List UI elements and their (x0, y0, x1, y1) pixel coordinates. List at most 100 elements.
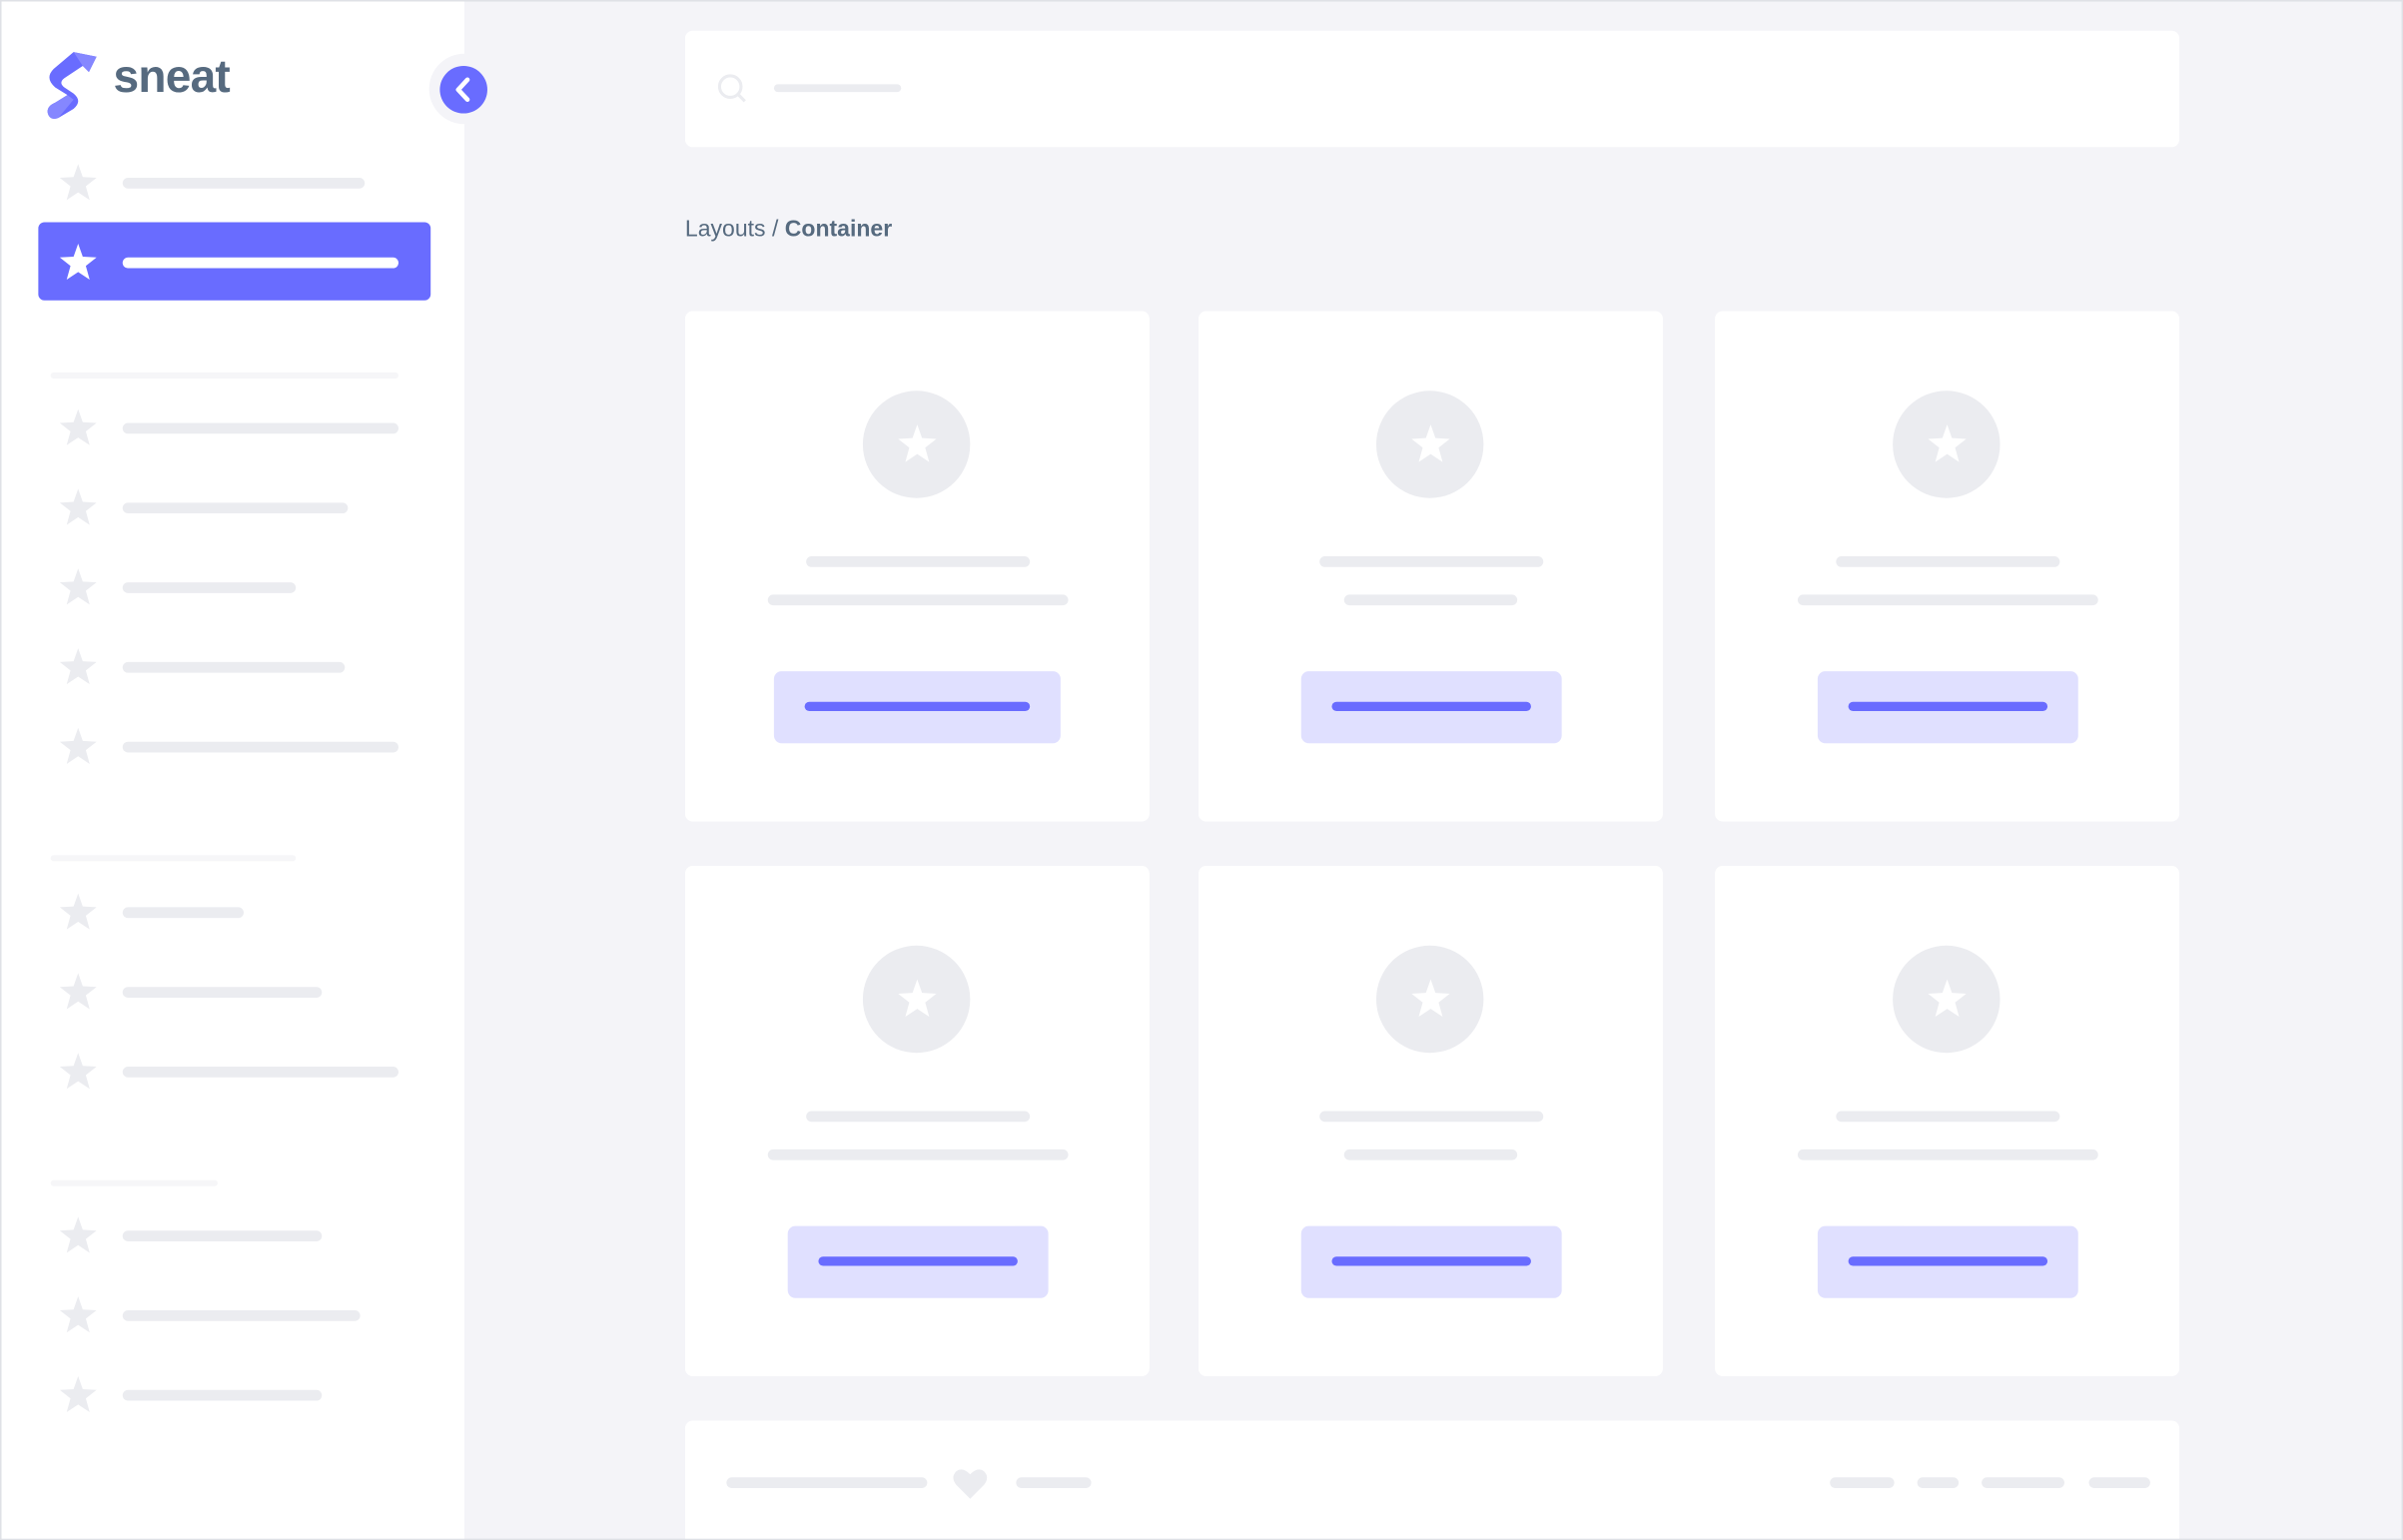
sidebar-item[interactable] (38, 1361, 430, 1429)
footer-text (726, 1477, 928, 1488)
breadcrumb-separator: / (765, 216, 785, 243)
card-title (1835, 1111, 2059, 1123)
sidebar-item-label (122, 987, 323, 998)
card (684, 311, 1150, 822)
sidebar-item-label (122, 907, 244, 919)
card-title (805, 556, 1030, 567)
star-icon (59, 1296, 97, 1333)
sidebar-item[interactable] (38, 713, 430, 781)
section-divider (50, 1179, 218, 1186)
footer-link[interactable] (1982, 1477, 2064, 1488)
sidebar-item-label (122, 741, 399, 753)
star-icon (1928, 424, 1967, 462)
card-title (805, 1111, 1030, 1123)
star-icon (59, 408, 97, 445)
card-button[interactable] (1817, 1225, 2078, 1298)
star-icon (59, 973, 97, 1010)
card-title (1835, 556, 2059, 567)
footer-link[interactable] (1830, 1477, 1895, 1488)
card-button-label (804, 701, 1031, 712)
card-title (1318, 556, 1543, 567)
footer-link[interactable] (1917, 1477, 1960, 1488)
sidebar-item-label (122, 661, 346, 673)
card-button-label (1330, 701, 1531, 712)
card-text (1797, 1149, 2097, 1160)
breadcrumb: Layouts / Container (685, 216, 892, 242)
sidebar-toggle-button[interactable] (439, 65, 487, 114)
card-text (767, 1149, 1068, 1160)
star-icon (1928, 979, 1967, 1018)
logo-text: sneat (113, 52, 231, 103)
card (684, 865, 1150, 1376)
sidebar-item-label (122, 1230, 323, 1241)
search-input[interactable] (773, 84, 902, 93)
card-text (767, 594, 1068, 606)
sidebar-item[interactable] (38, 1281, 430, 1349)
chevron-left-icon (455, 77, 470, 103)
card-button-label (1847, 1256, 2047, 1266)
card (1715, 311, 2180, 822)
footer (684, 1420, 2180, 1539)
star-icon (59, 243, 97, 281)
star-icon (1411, 424, 1450, 462)
sidebar-item[interactable] (38, 393, 430, 461)
sidebar-item[interactable] (38, 958, 430, 1026)
star-icon (898, 424, 937, 462)
star-icon (59, 1053, 97, 1090)
card-text (1343, 594, 1518, 606)
card-title (1318, 1111, 1543, 1123)
top-navbar (684, 30, 2180, 148)
card-button[interactable] (773, 671, 1061, 744)
footer-link[interactable] (1016, 1477, 1092, 1488)
card-button[interactable] (1300, 1225, 1561, 1298)
card-icon-circle (862, 945, 971, 1054)
sneat-logo-icon (47, 52, 97, 119)
sidebar-item[interactable] (38, 473, 430, 541)
star-icon (59, 568, 97, 605)
card-icon-circle (1375, 390, 1484, 498)
footer-link[interactable] (2088, 1477, 2150, 1488)
sidebar-item-label (122, 502, 349, 514)
sidebar-item-label (122, 1067, 399, 1078)
card-icon-circle (1375, 945, 1484, 1054)
breadcrumb-current: Container (784, 216, 893, 243)
card-button-label (1330, 1256, 1531, 1266)
card-icon-circle (862, 390, 971, 498)
card (1198, 311, 1663, 822)
star-icon (59, 893, 97, 930)
sidebar-item-label (122, 178, 366, 189)
star-icon (59, 488, 97, 525)
sidebar-item[interactable] (38, 1201, 430, 1269)
card (1198, 865, 1663, 1376)
star-icon (59, 1375, 97, 1413)
section-divider (50, 855, 297, 862)
sidebar-item-label (122, 422, 399, 434)
card-button-label (817, 1256, 1018, 1266)
card-button[interactable] (1300, 671, 1561, 744)
breadcrumb-parent[interactable]: Layouts (684, 216, 766, 243)
sidebar-item[interactable] (38, 149, 430, 217)
star-icon (59, 648, 97, 685)
star-icon (1411, 979, 1450, 1018)
sidebar-item[interactable] (38, 633, 430, 701)
sidebar-item[interactable] (38, 878, 430, 946)
card-button-label (1847, 701, 2047, 712)
sidebar-item-label (122, 1309, 361, 1321)
star-icon (59, 1216, 97, 1253)
card-button[interactable] (786, 1225, 1048, 1298)
star-icon (59, 727, 97, 764)
sidebar-item-active[interactable] (38, 229, 430, 297)
sidebar-item[interactable] (38, 553, 430, 621)
section-divider (50, 372, 399, 380)
card-button[interactable] (1817, 671, 2078, 744)
sidebar-item-label (122, 257, 399, 269)
sidebar-item-label (122, 1389, 323, 1401)
star-icon (898, 979, 937, 1018)
card-text (1797, 594, 2097, 606)
card (1715, 865, 2180, 1376)
search-icon[interactable] (717, 74, 748, 105)
sidebar: sneat (1, 1, 500, 1539)
sidebar-item[interactable] (38, 1038, 430, 1106)
card-icon-circle (1893, 945, 2001, 1054)
card-text (1343, 1149, 1518, 1160)
